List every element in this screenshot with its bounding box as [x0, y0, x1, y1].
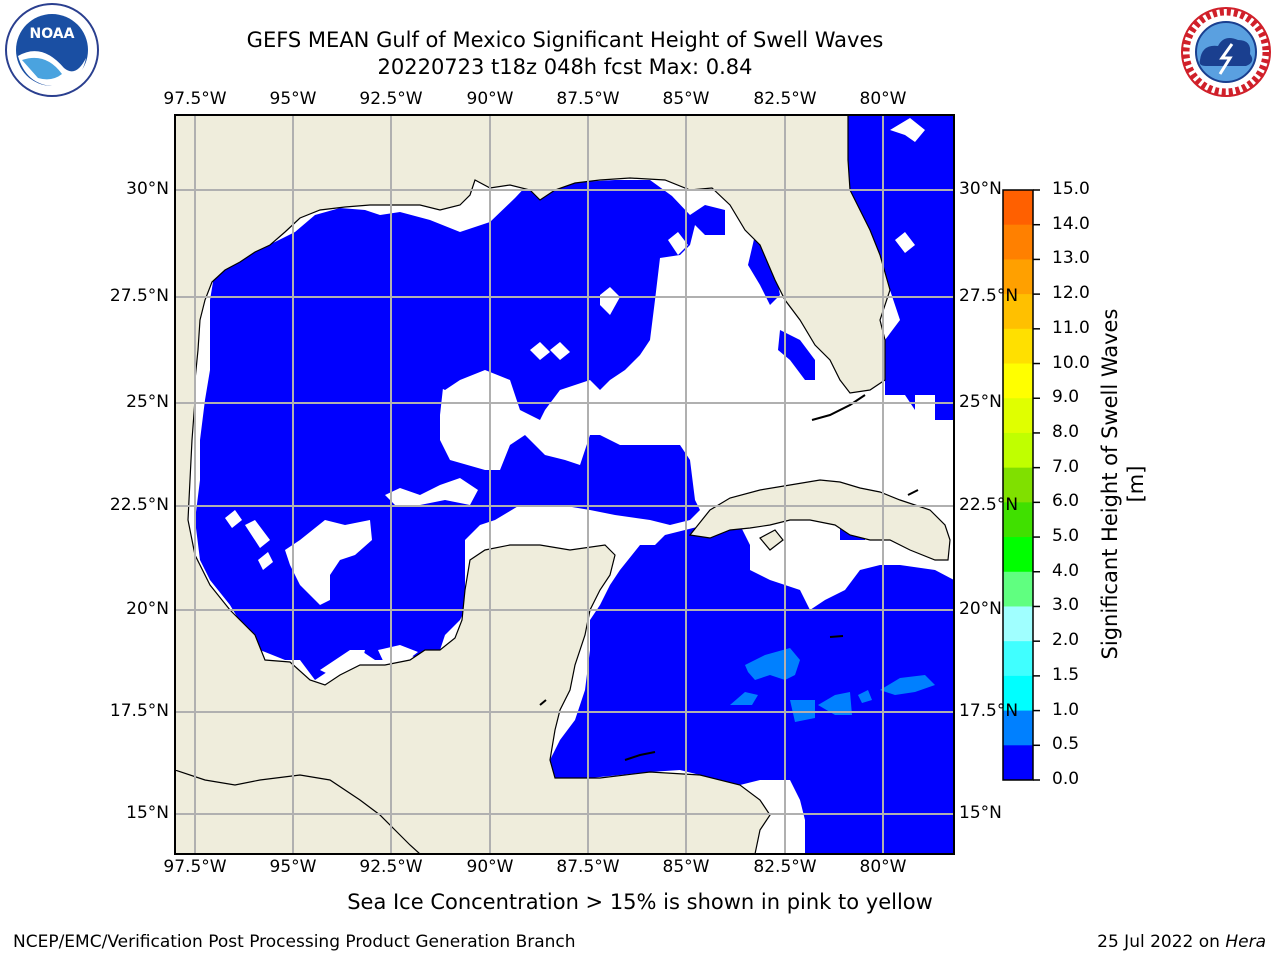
lat-label-left: 22.5°N: [109, 495, 169, 515]
colorbar-tick-label: 5.0: [1052, 526, 1080, 547]
lon-label-top: 97.5°W: [163, 89, 227, 109]
colorbar-band: [1003, 328, 1033, 365]
colorbar-band: [1003, 710, 1033, 746]
lon-label-top: 85°W: [662, 89, 710, 109]
colorbar-frame: [1002, 189, 1034, 781]
lon-label-top: 95°W: [269, 89, 317, 109]
colorbar-band: [1003, 537, 1033, 573]
nws-logo: [1181, 7, 1271, 97]
colorbar-tick-label: 3.0: [1052, 595, 1080, 616]
lon-label-top: 92.5°W: [359, 89, 423, 109]
lon-label-bottom: 87.5°W: [556, 857, 620, 877]
lat-label-left: 30°N: [126, 179, 169, 199]
chart-subtitle-run: 20220723 t18z 048h fcst Max: 0.84: [377, 55, 753, 79]
colorbar-band: [1003, 675, 1033, 712]
colorbar-tick-label: 8.0: [1052, 421, 1080, 442]
colorbar-tick-label: 10.0: [1052, 352, 1090, 373]
colorbar-band: [1003, 294, 1033, 330]
footer-date: 25 Jul 2022 on Hera: [1097, 932, 1266, 952]
lat-label-right: 17.5°N: [959, 701, 1019, 721]
colorbar-tick-label: 12.0: [1052, 283, 1090, 304]
colorbar-band: [1003, 398, 1033, 434]
colorbar-tick-label: 4.0: [1052, 560, 1080, 581]
lon-label-bottom: 82.5°W: [753, 857, 817, 877]
colorbar-tick-label: 1.0: [1052, 699, 1080, 720]
colorbar-band: [1003, 745, 1033, 781]
colorbar-band: [1003, 502, 1033, 538]
footer-date-text: 25 Jul 2022 on: [1097, 932, 1226, 952]
lat-label-right: 25°N: [959, 392, 1002, 412]
colorbar-label: Significant Height of Swell Waves [m]: [1098, 308, 1148, 660]
noaa-logo-text: NOAA: [30, 26, 75, 42]
lon-label-top: 82.5°W: [753, 89, 817, 109]
colorbar-tick-label: 11.0: [1052, 317, 1090, 338]
colorbar-band: [1003, 259, 1033, 295]
colorbar-band: [1003, 432, 1033, 469]
colorbar-tick-label: 6.0: [1052, 491, 1080, 512]
noaa-logo: NOAA: [5, 3, 99, 97]
colorbar-tick-label: 9.0: [1052, 387, 1080, 408]
lat-label-left: 27.5°N: [109, 286, 169, 306]
colorbar-tick-label: 7.0: [1052, 456, 1080, 477]
lon-label-bottom: 97.5°W: [163, 857, 227, 877]
footer-credit: NCEP/EMC/Verification Post Processing Pr…: [13, 932, 576, 952]
colorbar-tick-label: 14.0: [1052, 213, 1090, 234]
colorbar-tick-label: 0.5: [1052, 734, 1080, 755]
colorbar-tick-label: 1.5: [1052, 664, 1080, 685]
lon-label-bottom: 90°W: [466, 857, 514, 877]
colorbar-band: [1003, 224, 1033, 260]
colorbar-band: [1003, 641, 1033, 677]
lat-label-right: 27.5°N: [959, 286, 1019, 306]
lon-label-bottom: 85°W: [662, 857, 710, 877]
chart-title: GEFS MEAN Gulf of Mexico Significant Hei…: [246, 28, 884, 52]
colorbar-tick-label: 2.0: [1052, 630, 1080, 651]
lat-label-right: 30°N: [959, 179, 1002, 199]
lon-label-bottom: 92.5°W: [359, 857, 423, 877]
lat-label-left: 17.5°N: [109, 701, 169, 721]
lon-label-top: 90°W: [466, 89, 514, 109]
colorbar-band: [1003, 606, 1033, 642]
lat-label-right: 15°N: [959, 803, 1002, 823]
colorbar: [1002, 189, 1040, 781]
lon-label-bottom: 80°W: [859, 857, 907, 877]
lat-label-left: 15°N: [126, 803, 169, 823]
colorbar-tick-label: 15.0: [1052, 179, 1090, 199]
colorbar-tick-label: 13.0: [1052, 248, 1090, 269]
lat-label-left: 25°N: [126, 392, 169, 412]
colorbar-band: [1003, 363, 1033, 399]
map-frame: [174, 114, 955, 855]
sea-ice-note: Sea Ice Concentration > 15% is shown in …: [347, 890, 933, 914]
lat-label-right: 22.5°N: [959, 495, 1019, 515]
lon-label-bottom: 95°W: [269, 857, 317, 877]
graticule: [175, 115, 954, 854]
colorbar-tick-label: 0.0: [1052, 769, 1080, 789]
land: [175, 115, 951, 854]
lat-label-left: 20°N: [126, 599, 169, 619]
lon-label-top: 80°W: [859, 89, 907, 109]
lon-label-top: 87.5°W: [556, 89, 620, 109]
footer-host: Hera: [1225, 932, 1266, 952]
colorbar-band: [1003, 190, 1033, 226]
lat-label-right: 20°N: [959, 599, 1002, 619]
colorbar-band: [1003, 467, 1033, 503]
colorbar-band: [1003, 571, 1033, 607]
